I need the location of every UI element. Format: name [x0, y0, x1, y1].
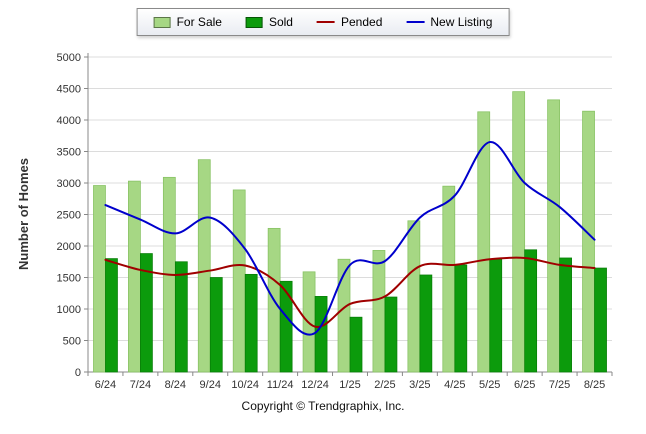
bar: [349, 316, 363, 373]
svg-text:10/24: 10/24: [231, 379, 259, 391]
bar: [512, 91, 526, 373]
x-tick-labels: 6/24 7/24 8/24 9/24 10/24 11/24 12/24 1/25 2/25 3…: [95, 379, 605, 391]
legend-line-swatch-new-listing: [406, 21, 425, 23]
svg-text:1/25: 1/25: [339, 379, 360, 391]
y-tick-labels: 0 500 1000 1500 2000 2500 3000 3500 4000 4500 5000: [57, 52, 81, 379]
y-axis-title: Number of Homes: [16, 158, 31, 270]
bar: [105, 258, 118, 373]
svg-text:6/24: 6/24: [95, 379, 116, 391]
svg-text:4/25: 4/25: [444, 379, 465, 391]
bar: [128, 180, 141, 373]
svg-text:3000: 3000: [57, 178, 81, 190]
svg-text:8/24: 8/24: [165, 379, 186, 391]
svg-text:5/25: 5/25: [479, 379, 500, 391]
svg-text:5000: 5000: [57, 52, 81, 64]
bar: [547, 99, 560, 373]
bar: [232, 189, 246, 373]
line-new-listing: [104, 141, 596, 336]
bar: [594, 267, 607, 373]
bar: [442, 185, 456, 373]
svg-text:1000: 1000: [57, 304, 81, 316]
bar: [524, 249, 538, 373]
chart-legend: For Sale Sold Pended New Listing: [136, 8, 510, 36]
svg-text:2/25: 2/25: [374, 379, 395, 391]
bar: [384, 296, 398, 373]
bar: [314, 296, 328, 373]
legend-label-for-sale: For Sale: [176, 15, 222, 29]
svg-text:9/24: 9/24: [200, 379, 221, 391]
svg-text:2000: 2000: [57, 241, 81, 253]
svg-text:3/25: 3/25: [409, 379, 430, 391]
svg-text:2500: 2500: [57, 210, 81, 222]
bar: [337, 258, 351, 373]
legend-label-pended: Pended: [340, 15, 383, 29]
bar: [140, 253, 153, 373]
svg-text:12/24: 12/24: [301, 379, 329, 391]
legend-swatch-for-sale: [153, 16, 171, 28]
bars-sold: [105, 249, 607, 373]
bar: [489, 258, 503, 373]
svg-text:6/25: 6/25: [514, 379, 535, 391]
bar: [372, 250, 386, 373]
legend-label-new-listing: New Listing: [430, 15, 493, 29]
bar: [244, 273, 258, 373]
svg-text:7/25: 7/25: [549, 379, 570, 391]
bar: [209, 277, 223, 373]
legend-label-sold: Sold: [268, 15, 293, 29]
svg-text:8/25: 8/25: [584, 379, 605, 391]
bar: [582, 110, 595, 373]
legend-item-for-sale: For Sale: [153, 15, 222, 29]
legend-swatch-sold: [245, 16, 263, 28]
bars-for-sale: [93, 91, 595, 373]
bar: [454, 264, 468, 373]
line-pended: [104, 256, 596, 328]
bar: [419, 274, 433, 373]
copyright-text: Copyright © Trendgraphix, Inc.: [241, 399, 405, 413]
bar: [407, 220, 421, 373]
legend-item-sold: Sold: [245, 15, 293, 29]
svg-text:11/24: 11/24: [267, 379, 294, 391]
bar: [174, 261, 188, 373]
bar: [477, 111, 491, 373]
svg-text:500: 500: [63, 336, 81, 348]
bar: [559, 257, 572, 373]
legend-item-pended: Pended: [316, 15, 383, 29]
svg-text:1500: 1500: [57, 273, 81, 285]
svg-text:0: 0: [75, 367, 81, 379]
legend-line-swatch-pended: [316, 21, 335, 23]
svg-text:4000: 4000: [57, 115, 81, 127]
svg-text:4500: 4500: [57, 84, 81, 96]
bar: [93, 185, 106, 373]
svg-text:3500: 3500: [57, 147, 81, 159]
bar: [279, 280, 293, 373]
svg-text:7/24: 7/24: [130, 379, 151, 391]
bar: [197, 159, 211, 373]
legend-item-new-listing: New Listing: [406, 15, 492, 29]
